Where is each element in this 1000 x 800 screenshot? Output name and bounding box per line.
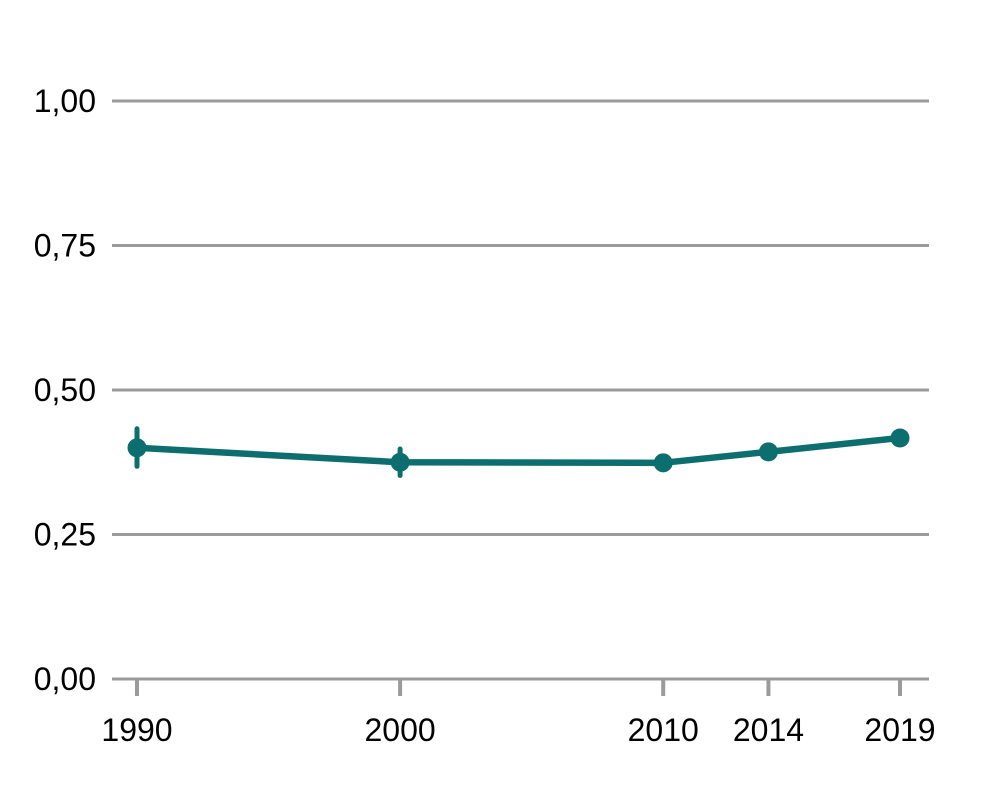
- y-tick-label: 0,75: [34, 228, 96, 264]
- y-tick-label: 0,50: [34, 372, 96, 408]
- x-tick-label: 2019: [864, 712, 935, 748]
- data-point: [127, 438, 147, 458]
- data-point: [758, 442, 778, 462]
- y-tick-label: 0,00: [34, 661, 96, 697]
- x-tick-label: 2010: [628, 712, 699, 748]
- y-tick-label: 0,25: [34, 517, 96, 553]
- data-point: [390, 452, 410, 472]
- data-point: [890, 428, 910, 448]
- x-tick-label: 2014: [733, 712, 804, 748]
- data-point: [653, 453, 673, 473]
- x-tick-label: 2000: [365, 712, 436, 748]
- x-tick-label: 1990: [101, 712, 172, 748]
- series-line: [133, 434, 904, 467]
- y-tick-label: 1,00: [34, 83, 96, 119]
